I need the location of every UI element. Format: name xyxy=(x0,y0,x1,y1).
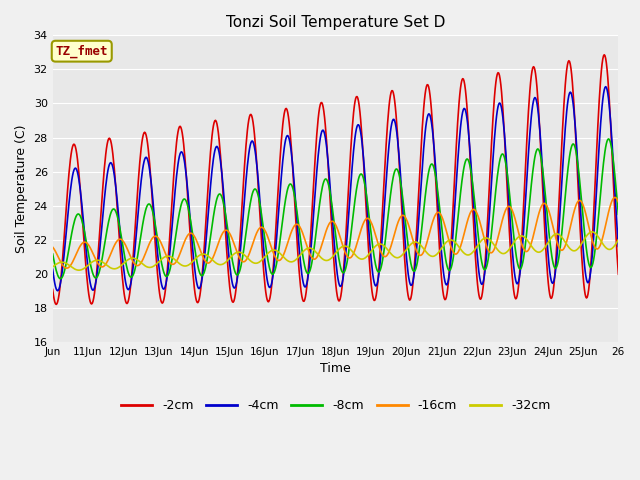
-16cm xyxy=(410,240,417,246)
-2cm xyxy=(49,287,56,292)
-4cm xyxy=(54,288,61,294)
-8cm xyxy=(479,263,486,268)
-8cm xyxy=(605,136,612,142)
-4cm xyxy=(49,266,56,272)
-32cm xyxy=(75,267,83,273)
-2cm xyxy=(84,286,92,292)
-2cm xyxy=(52,301,60,307)
-2cm xyxy=(600,52,608,58)
-4cm xyxy=(614,244,622,250)
-16cm xyxy=(537,205,545,211)
-32cm xyxy=(614,237,622,242)
Line: -8cm: -8cm xyxy=(52,139,618,279)
-4cm xyxy=(537,136,545,142)
-4cm xyxy=(479,281,486,287)
Line: -32cm: -32cm xyxy=(52,232,618,270)
-16cm xyxy=(63,265,70,271)
-32cm xyxy=(393,255,401,261)
-32cm xyxy=(84,263,92,268)
-32cm xyxy=(588,229,596,235)
-32cm xyxy=(479,237,486,242)
-32cm xyxy=(537,249,545,254)
Line: -2cm: -2cm xyxy=(52,55,618,304)
-16cm xyxy=(479,228,486,234)
Y-axis label: Soil Temperature (C): Soil Temperature (C) xyxy=(15,124,28,253)
Text: TZ_fmet: TZ_fmet xyxy=(56,45,108,58)
Title: Tonzi Soil Temperature Set D: Tonzi Soil Temperature Set D xyxy=(226,15,445,30)
X-axis label: Time: Time xyxy=(320,362,351,375)
-4cm xyxy=(602,84,609,90)
-16cm xyxy=(614,199,622,205)
-2cm xyxy=(393,121,401,127)
-8cm xyxy=(378,261,386,267)
-32cm xyxy=(378,241,386,247)
Line: -4cm: -4cm xyxy=(52,87,618,291)
-4cm xyxy=(393,130,401,135)
-2cm xyxy=(614,271,622,277)
-4cm xyxy=(84,265,92,271)
-16cm xyxy=(84,241,92,247)
-16cm xyxy=(393,223,401,229)
-2cm xyxy=(537,141,545,147)
-32cm xyxy=(49,264,56,270)
Legend: -2cm, -4cm, -8cm, -16cm, -32cm: -2cm, -4cm, -8cm, -16cm, -32cm xyxy=(116,394,556,417)
-32cm xyxy=(410,240,417,245)
-8cm xyxy=(410,268,417,274)
Line: -16cm: -16cm xyxy=(52,197,618,268)
-8cm xyxy=(56,276,64,282)
-2cm xyxy=(479,290,486,296)
-8cm xyxy=(84,249,92,254)
-16cm xyxy=(49,244,56,250)
-16cm xyxy=(378,251,386,257)
-16cm xyxy=(611,194,619,200)
-4cm xyxy=(378,240,386,245)
-8cm xyxy=(614,212,622,217)
-4cm xyxy=(410,274,417,279)
-8cm xyxy=(393,166,401,172)
-2cm xyxy=(378,218,386,224)
-2cm xyxy=(410,272,417,277)
-8cm xyxy=(537,153,545,158)
-8cm xyxy=(49,251,56,257)
